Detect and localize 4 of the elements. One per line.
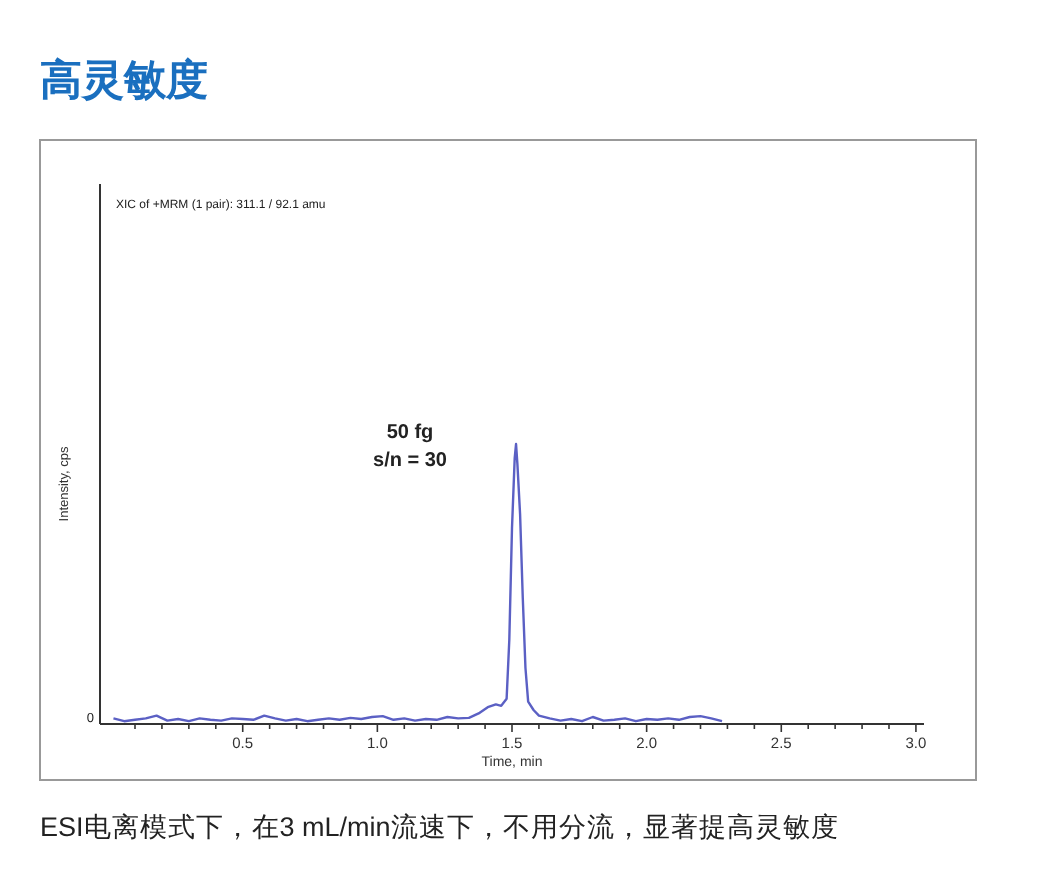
text: ESI电离模式下，在3 mL/min流速下，不用分流，显著提高灵敏度	[40, 812, 839, 842]
annotation: 50 fg	[386, 422, 434, 444]
annotation: s/n = 30	[373, 450, 448, 472]
chart-title: 高灵敏度	[40, 56, 208, 104]
